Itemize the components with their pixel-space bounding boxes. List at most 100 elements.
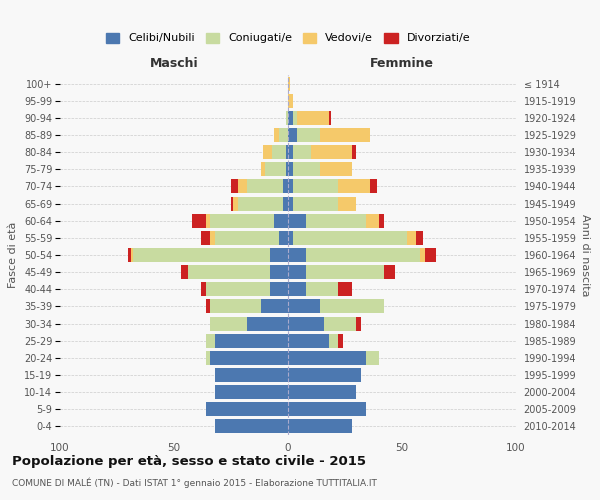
Bar [274,214,288,228]
Bar [260,162,265,176]
Bar [211,316,247,330]
Bar [356,316,361,330]
Text: COMUNE DI MALÉ (TN) - Dati ISTAT 1° gennaio 2015 - Elaborazione TUTTITALIA.IT: COMUNE DI MALÉ (TN) - Dati ISTAT 1° genn… [12,478,377,488]
Bar [338,180,370,194]
Bar [211,300,260,314]
Bar [206,334,215,347]
Bar [188,265,270,279]
Bar [288,420,352,434]
Bar [270,265,288,279]
Bar [270,248,288,262]
Bar [215,231,279,245]
Bar [215,334,288,347]
Bar [288,300,320,314]
Bar [128,248,131,262]
Bar [320,300,384,314]
Bar [215,420,288,434]
Bar [288,248,306,262]
Bar [181,265,188,279]
Bar [329,334,338,347]
Bar [202,282,206,296]
Bar [416,231,422,245]
Bar [283,196,288,210]
Bar [288,402,365,416]
Bar [365,351,379,365]
Bar [420,248,425,262]
Bar [263,145,272,159]
Bar [231,180,238,194]
Y-axis label: Fasce di età: Fasce di età [8,222,19,288]
Bar [231,196,233,210]
Bar [288,94,293,108]
Bar [288,316,325,330]
Text: Maschi: Maschi [149,57,199,70]
Bar [206,282,270,296]
Bar [379,214,384,228]
Bar [288,76,290,90]
Legend: Celibi/Nubili, Coniugati/e, Vedovi/e, Divorziati/e: Celibi/Nubili, Coniugati/e, Vedovi/e, Di… [101,28,475,48]
Bar [297,111,329,125]
Bar [293,111,297,125]
Bar [288,368,361,382]
Bar [288,385,356,399]
Bar [320,162,352,176]
Bar [288,111,293,125]
Bar [293,145,311,159]
Bar [306,265,384,279]
Bar [288,196,293,210]
Bar [279,231,288,245]
Bar [274,128,279,142]
Bar [272,145,286,159]
Bar [202,231,211,245]
Bar [206,351,211,365]
Bar [352,145,356,159]
Bar [288,145,293,159]
Bar [306,214,365,228]
Bar [338,334,343,347]
Bar [192,214,206,228]
Bar [320,128,370,142]
Bar [293,231,407,245]
Bar [265,162,286,176]
Bar [286,145,288,159]
Bar [270,282,288,296]
Bar [288,214,306,228]
Bar [238,196,283,210]
Bar [288,180,293,194]
Bar [288,265,306,279]
Bar [288,128,297,142]
Bar [206,402,288,416]
Bar [288,351,365,365]
Bar [286,111,288,125]
Bar [338,196,356,210]
Bar [288,231,293,245]
Bar [288,282,306,296]
Bar [211,231,215,245]
Bar [211,351,288,365]
Bar [297,128,320,142]
Bar [131,248,133,262]
Bar [329,111,331,125]
Bar [286,162,288,176]
Bar [133,248,270,262]
Bar [407,231,416,245]
Y-axis label: Anni di nascita: Anni di nascita [580,214,590,296]
Bar [306,248,420,262]
Bar [260,300,288,314]
Bar [247,316,288,330]
Bar [206,214,211,228]
Bar [279,128,288,142]
Bar [293,162,320,176]
Bar [338,282,352,296]
Bar [293,196,338,210]
Bar [215,385,288,399]
Bar [306,282,338,296]
Bar [247,180,283,194]
Bar [384,265,395,279]
Bar [238,180,247,194]
Bar [370,180,377,194]
Bar [215,368,288,382]
Bar [211,214,274,228]
Bar [365,214,379,228]
Text: Popolazione per età, sesso e stato civile - 2015: Popolazione per età, sesso e stato civil… [12,455,366,468]
